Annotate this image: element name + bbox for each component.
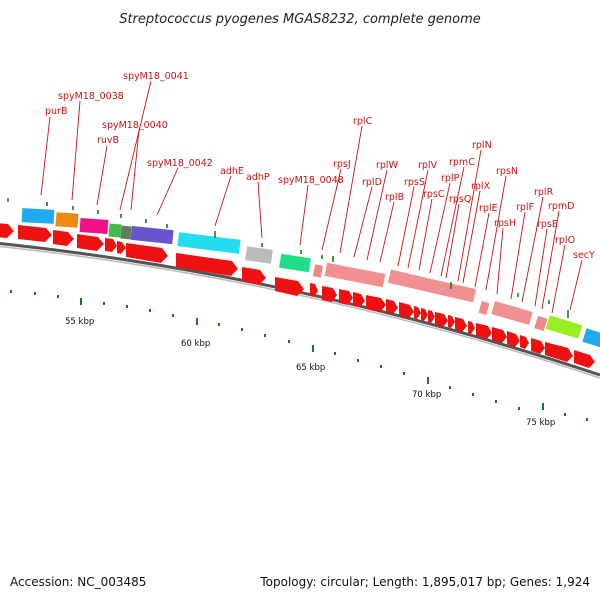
cds-arrow[interactable] — [399, 302, 414, 318]
cds-arrow[interactable] — [492, 327, 507, 343]
ruler-major-ticks — [80, 298, 544, 410]
cds-arrow[interactable] — [310, 283, 318, 297]
feature-ticks — [7, 198, 569, 318]
gene-label[interactable]: rplP — [441, 173, 460, 184]
gene-label[interactable]: rpsH — [494, 218, 516, 229]
cds-arrow[interactable] — [117, 241, 126, 254]
gene-label[interactable]: secY — [573, 250, 595, 261]
gene-box[interactable] — [108, 223, 122, 238]
cds-arrow[interactable] — [428, 310, 435, 323]
rrna-cluster[interactable] — [387, 268, 477, 304]
cds-arrow[interactable] — [18, 225, 52, 242]
cds-arrow[interactable] — [126, 243, 168, 263]
gene-label[interactable]: rpsS — [404, 177, 425, 188]
cds-arrow[interactable] — [531, 338, 545, 354]
cds-arrow[interactable] — [545, 342, 573, 362]
rrna-cluster[interactable] — [323, 262, 387, 288]
gene-box[interactable] — [478, 301, 490, 315]
cds-arrow[interactable] — [339, 289, 353, 305]
gene-box[interactable] — [545, 315, 583, 339]
gene-box[interactable] — [582, 328, 600, 348]
cds-arrow[interactable] — [0, 223, 14, 238]
genome-backbone-shadow — [0, 245, 600, 379]
scale-label: 55 kbp — [65, 317, 94, 327]
feature-track — [21, 208, 600, 348]
gene-label[interactable]: ruvB — [97, 135, 119, 146]
gene-box[interactable] — [21, 208, 55, 224]
gene-label[interactable]: rpsE — [537, 219, 558, 230]
gene-box[interactable] — [55, 212, 79, 228]
cds-arrow[interactable] — [574, 350, 595, 368]
gene-box[interactable] — [79, 218, 109, 234]
cds-arrow[interactable] — [105, 238, 117, 252]
gene-label[interactable]: purB — [45, 106, 67, 117]
cds-arrow[interactable] — [476, 323, 492, 339]
gene-box[interactable] — [245, 246, 273, 264]
gene-label[interactable]: rplW — [376, 160, 399, 171]
gene-label[interactable]: rplD — [362, 177, 382, 188]
gene-label[interactable]: rplF — [516, 202, 534, 213]
gene-label[interactable]: rplR — [534, 187, 554, 198]
gene-label[interactable]: spyM18_0042 — [147, 158, 213, 169]
cds-arrow[interactable] — [176, 253, 238, 276]
gene-label[interactable]: rplB — [385, 192, 404, 203]
gene-box[interactable] — [120, 225, 132, 240]
cds-arrow[interactable] — [353, 292, 365, 307]
cds-arrow[interactable] — [507, 331, 520, 347]
cds-arrow[interactable] — [435, 312, 448, 327]
gene-label[interactable]: rplX — [471, 181, 491, 192]
gene-label[interactable]: rpsC — [423, 189, 445, 200]
gene-box[interactable] — [279, 253, 311, 273]
scale-label: 70 kbp — [412, 390, 441, 400]
gene-label[interactable]: rpsJ — [333, 159, 351, 170]
gene-label[interactable]: spyM18_0038 — [58, 91, 124, 102]
gene-label[interactable]: rplE — [479, 203, 498, 214]
accession-text: Accession: NC_003485 — [10, 575, 146, 589]
cds-arrow[interactable] — [448, 315, 455, 328]
scale-label: 60 kbp — [181, 339, 210, 349]
cds-arrow[interactable] — [242, 267, 266, 285]
gene-label[interactable]: spyM18_0041 — [123, 71, 189, 82]
scale-label: 75 kbp — [526, 418, 555, 428]
gene-labels: purB spyM18_0038 ruvB spyM18_0041 spyM18… — [45, 71, 595, 261]
scale-ruler: 55 kbp 60 kbp 65 kbp 70 kbp 75 kbp — [10, 290, 588, 428]
gene-box[interactable] — [130, 225, 174, 245]
cds-arrow[interactable] — [386, 299, 398, 314]
gene-label[interactable]: adhP — [246, 172, 270, 183]
gene-label[interactable]: adhE — [220, 166, 244, 177]
map-title: Streptococcus pyogenes MGAS8232, complet… — [119, 12, 481, 27]
gene-box[interactable] — [313, 264, 323, 278]
cds-arrow-track — [0, 223, 595, 368]
cds-arrow[interactable] — [421, 308, 428, 321]
label-leaders — [40, 80, 583, 314]
gene-label[interactable]: rplC — [353, 116, 373, 127]
gene-label[interactable]: rpmD — [548, 201, 575, 212]
gene-box[interactable] — [534, 315, 548, 332]
gene-label[interactable]: rpmC — [449, 157, 475, 168]
rrna-cluster[interactable] — [490, 300, 534, 326]
gene-label[interactable]: rplN — [472, 140, 492, 151]
cds-arrow[interactable] — [468, 321, 475, 334]
cds-arrow[interactable] — [322, 286, 337, 302]
cds-arrow[interactable] — [520, 335, 529, 349]
cds-arrow[interactable] — [455, 317, 467, 332]
gene-label[interactable]: rplV — [418, 160, 438, 171]
scale-label: 65 kbp — [296, 363, 325, 373]
cds-arrow[interactable] — [414, 306, 421, 319]
cds-arrow[interactable] — [366, 295, 386, 312]
genome-summary-text: Topology: circular; Length: 1,895,017 bp… — [259, 575, 590, 589]
ruler-minor-ticks — [10, 290, 588, 421]
gene-label[interactable]: rplO — [555, 235, 575, 246]
gene-label[interactable]: spyM18_0040 — [102, 120, 168, 131]
gene-label[interactable]: rpsQ — [449, 194, 471, 205]
gene-box[interactable] — [177, 232, 241, 254]
gene-label[interactable]: spyM18_0048 — [278, 175, 344, 186]
cds-arrow[interactable] — [53, 230, 74, 246]
cds-arrow[interactable] — [275, 277, 304, 296]
cds-arrow[interactable] — [77, 234, 104, 251]
gene-label[interactable]: rpsN — [496, 166, 518, 177]
